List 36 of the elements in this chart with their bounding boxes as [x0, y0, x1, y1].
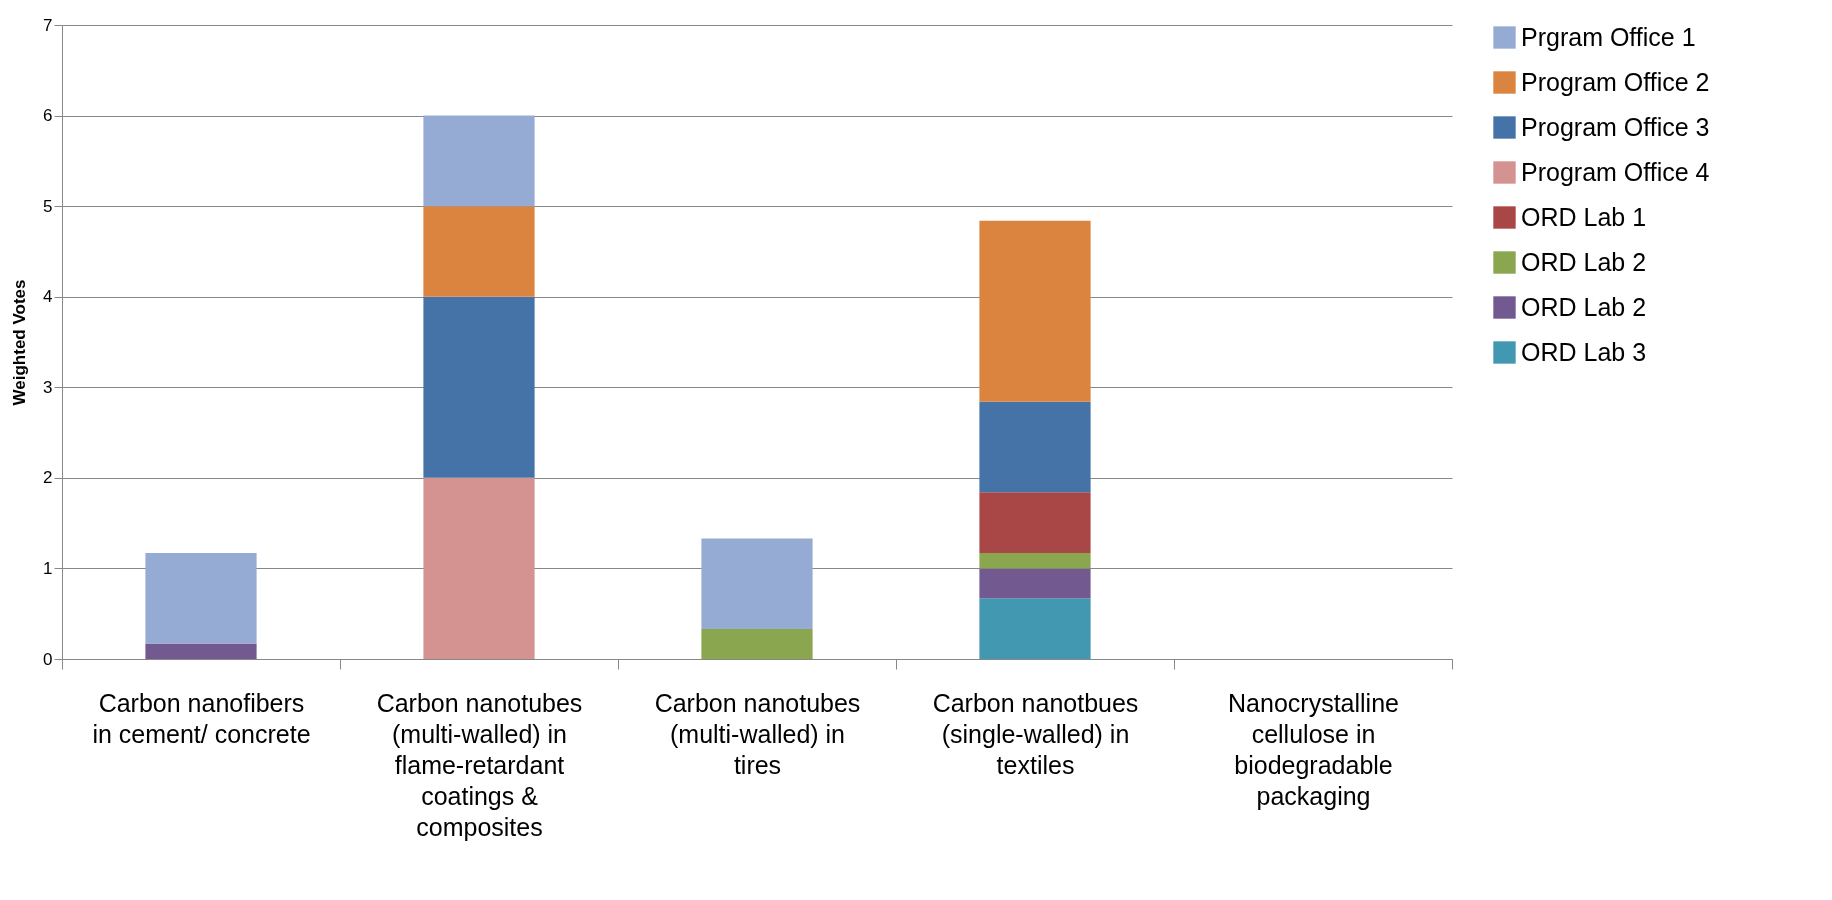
x-tick-label: Carbon nanotubes (multi-walled) in tires	[654, 688, 861, 779]
bar	[979, 492, 1091, 554]
bar	[979, 598, 1091, 659]
y-tick-label: 0	[43, 649, 53, 669]
y-tick-label: 5	[43, 196, 53, 216]
legend-label: Program Office 4	[1521, 157, 1710, 186]
bar	[423, 296, 535, 478]
y-tick-label: 4	[43, 287, 53, 307]
legend-label: Program Office 2	[1521, 67, 1710, 96]
y-tick-label: 1	[43, 558, 53, 578]
bar	[701, 538, 813, 630]
legend-label: ORD Lab 1	[1521, 202, 1647, 231]
x-tick-label: Nanocrystalline cellulose in biodegradable packaging	[1228, 688, 1399, 810]
y-axis-title: Weighted Votes	[10, 279, 30, 406]
legend-label: ORD Lab 2	[1521, 292, 1647, 321]
legend-label: Program Office 3	[1521, 112, 1710, 141]
legend-label: ORD Lab 3	[1521, 337, 1647, 366]
bar	[979, 568, 1091, 599]
bar	[979, 220, 1091, 402]
x-tick-label: Carbon nanotubes (multi-walled) in flame-retardant coatings & composites	[376, 688, 583, 841]
bar	[145, 643, 257, 659]
x-tick-label: Carbon nanotbues (single-walled) in textiles	[932, 688, 1139, 779]
y-tick-label: 7	[43, 15, 53, 35]
bar	[423, 206, 535, 297]
bar	[423, 115, 535, 207]
legend-label: Prgram Office 1	[1521, 22, 1696, 51]
x-tick-label: Carbon nanofibers in cement/ concrete	[92, 688, 311, 748]
bar	[979, 401, 1091, 493]
bar	[701, 629, 813, 659]
y-tick-label: 2	[43, 468, 53, 488]
y-tick-label: 6	[43, 106, 53, 126]
y-tick-label: 3	[43, 377, 53, 397]
bar	[145, 553, 257, 644]
bar	[423, 477, 535, 659]
bar	[979, 553, 1091, 569]
legend-label: ORD Lab 2	[1521, 247, 1647, 276]
